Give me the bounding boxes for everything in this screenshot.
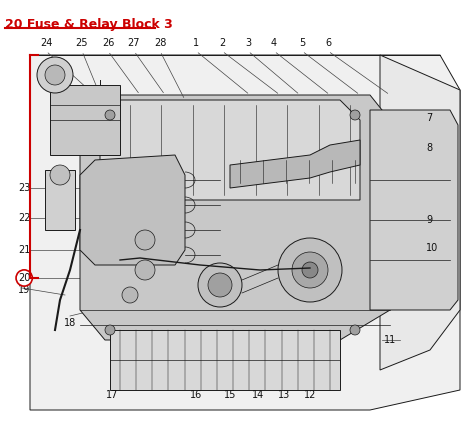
Text: 19: 19 [18, 285, 30, 295]
Text: 12: 12 [304, 390, 316, 400]
Text: 24: 24 [40, 38, 52, 48]
Text: 27: 27 [128, 38, 140, 48]
Polygon shape [80, 155, 185, 265]
Polygon shape [230, 140, 360, 188]
Polygon shape [80, 95, 390, 340]
Text: 20 Fuse & Relay Block 3: 20 Fuse & Relay Block 3 [5, 18, 173, 31]
Circle shape [350, 325, 360, 335]
Polygon shape [50, 85, 120, 155]
Circle shape [50, 165, 70, 185]
Circle shape [135, 260, 155, 280]
Text: 7: 7 [426, 113, 432, 123]
Text: 23: 23 [18, 183, 30, 193]
Text: 16: 16 [190, 390, 202, 400]
Text: 25: 25 [76, 38, 88, 48]
Polygon shape [110, 330, 340, 390]
Text: 4: 4 [271, 38, 277, 48]
Circle shape [37, 57, 73, 93]
Polygon shape [45, 170, 75, 230]
Text: 3: 3 [245, 38, 251, 48]
Circle shape [105, 325, 115, 335]
Circle shape [135, 230, 155, 250]
Text: 17: 17 [106, 390, 118, 400]
Text: 5: 5 [299, 38, 305, 48]
Text: 22: 22 [18, 213, 30, 223]
Polygon shape [30, 55, 460, 410]
Text: 2: 2 [219, 38, 225, 48]
Text: 20: 20 [18, 273, 30, 283]
Circle shape [278, 238, 342, 302]
Text: 21: 21 [18, 245, 30, 255]
Text: 10: 10 [426, 243, 438, 253]
Polygon shape [370, 110, 458, 310]
Circle shape [122, 287, 138, 303]
Text: 8: 8 [426, 143, 432, 153]
Text: 6: 6 [325, 38, 331, 48]
Text: 18: 18 [64, 318, 76, 328]
Circle shape [198, 263, 242, 307]
Text: 13: 13 [278, 390, 290, 400]
Text: 14: 14 [252, 390, 264, 400]
Circle shape [292, 252, 328, 288]
Polygon shape [100, 100, 360, 200]
Text: 9: 9 [426, 215, 432, 225]
Circle shape [350, 110, 360, 120]
Text: 15: 15 [224, 390, 236, 400]
Circle shape [208, 273, 232, 297]
Circle shape [302, 262, 318, 278]
Text: 26: 26 [102, 38, 114, 48]
Text: 28: 28 [154, 38, 166, 48]
Circle shape [105, 110, 115, 120]
Polygon shape [380, 55, 460, 370]
Text: 11: 11 [384, 335, 396, 345]
Circle shape [45, 65, 65, 85]
Text: 1: 1 [193, 38, 199, 48]
